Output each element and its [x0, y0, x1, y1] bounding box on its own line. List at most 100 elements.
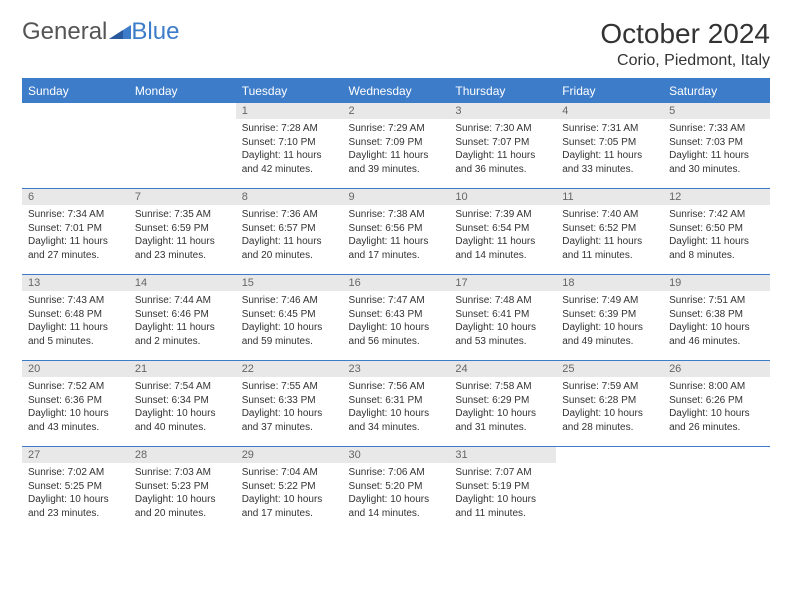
- weekday-header: Thursday: [449, 79, 556, 103]
- sunrise-text: Sunrise: 7:40 AM: [562, 208, 657, 222]
- daylight-text: Daylight: 10 hours and 23 minutes.: [28, 493, 123, 520]
- daylight-text: Daylight: 10 hours and 17 minutes.: [242, 493, 337, 520]
- sunrise-text: Sunrise: 7:59 AM: [562, 380, 657, 394]
- daylight-text: Daylight: 10 hours and 59 minutes.: [242, 321, 337, 348]
- sunset-text: Sunset: 6:38 PM: [669, 308, 764, 322]
- calendar-week-row: 27Sunrise: 7:02 AMSunset: 5:25 PMDayligh…: [22, 447, 770, 533]
- day-number: 22: [236, 361, 343, 377]
- day-content: Sunrise: 7:51 AMSunset: 6:38 PMDaylight:…: [663, 291, 770, 351]
- day-content: Sunrise: 7:07 AMSunset: 5:19 PMDaylight:…: [449, 463, 556, 523]
- day-content: Sunrise: 7:03 AMSunset: 5:23 PMDaylight:…: [129, 463, 236, 523]
- sunset-text: Sunset: 6:57 PM: [242, 222, 337, 236]
- sunrise-text: Sunrise: 7:06 AM: [349, 466, 444, 480]
- day-content: Sunrise: 7:02 AMSunset: 5:25 PMDaylight:…: [22, 463, 129, 523]
- day-number: 8: [236, 189, 343, 205]
- calendar-day-cell: [663, 447, 770, 533]
- sunset-text: Sunset: 5:23 PM: [135, 480, 230, 494]
- day-number: 17: [449, 275, 556, 291]
- day-number: 5: [663, 103, 770, 119]
- day-content: Sunrise: 7:55 AMSunset: 6:33 PMDaylight:…: [236, 377, 343, 437]
- day-content: Sunrise: 7:30 AMSunset: 7:07 PMDaylight:…: [449, 119, 556, 179]
- day-number: 2: [343, 103, 450, 119]
- day-number: 30: [343, 447, 450, 463]
- calendar-day-cell: 18Sunrise: 7:49 AMSunset: 6:39 PMDayligh…: [556, 275, 663, 361]
- day-content: Sunrise: 7:06 AMSunset: 5:20 PMDaylight:…: [343, 463, 450, 523]
- day-number: 26: [663, 361, 770, 377]
- calendar-week-row: 6Sunrise: 7:34 AMSunset: 7:01 PMDaylight…: [22, 189, 770, 275]
- calendar-week-row: 1Sunrise: 7:28 AMSunset: 7:10 PMDaylight…: [22, 103, 770, 189]
- calendar-week-row: 20Sunrise: 7:52 AMSunset: 6:36 PMDayligh…: [22, 361, 770, 447]
- calendar-day-cell: 8Sunrise: 7:36 AMSunset: 6:57 PMDaylight…: [236, 189, 343, 275]
- daylight-text: Daylight: 11 hours and 30 minutes.: [669, 149, 764, 176]
- day-content: Sunrise: 7:49 AMSunset: 6:39 PMDaylight:…: [556, 291, 663, 351]
- calendar-day-cell: 12Sunrise: 7:42 AMSunset: 6:50 PMDayligh…: [663, 189, 770, 275]
- day-number: 25: [556, 361, 663, 377]
- calendar-day-cell: 25Sunrise: 7:59 AMSunset: 6:28 PMDayligh…: [556, 361, 663, 447]
- sunset-text: Sunset: 6:52 PM: [562, 222, 657, 236]
- day-content: Sunrise: 7:48 AMSunset: 6:41 PMDaylight:…: [449, 291, 556, 351]
- day-content: Sunrise: 7:43 AMSunset: 6:48 PMDaylight:…: [22, 291, 129, 351]
- day-number: 21: [129, 361, 236, 377]
- day-content: Sunrise: 8:00 AMSunset: 6:26 PMDaylight:…: [663, 377, 770, 437]
- logo: General Blue: [22, 18, 179, 46]
- calendar-day-cell: 13Sunrise: 7:43 AMSunset: 6:48 PMDayligh…: [22, 275, 129, 361]
- calendar-day-cell: 5Sunrise: 7:33 AMSunset: 7:03 PMDaylight…: [663, 103, 770, 189]
- weekday-header-row: Sunday Monday Tuesday Wednesday Thursday…: [22, 79, 770, 103]
- daylight-text: Daylight: 10 hours and 43 minutes.: [28, 407, 123, 434]
- calendar-day-cell: 10Sunrise: 7:39 AMSunset: 6:54 PMDayligh…: [449, 189, 556, 275]
- calendar-day-cell: 11Sunrise: 7:40 AMSunset: 6:52 PMDayligh…: [556, 189, 663, 275]
- day-number: 3: [449, 103, 556, 119]
- day-number: 19: [663, 275, 770, 291]
- sunrise-text: Sunrise: 7:31 AM: [562, 122, 657, 136]
- calendar-day-cell: [129, 103, 236, 189]
- daylight-text: Daylight: 11 hours and 5 minutes.: [28, 321, 123, 348]
- sunrise-text: Sunrise: 7:34 AM: [28, 208, 123, 222]
- sunrise-text: Sunrise: 7:58 AM: [455, 380, 550, 394]
- sunrise-text: Sunrise: 7:44 AM: [135, 294, 230, 308]
- sunrise-text: Sunrise: 7:54 AM: [135, 380, 230, 394]
- day-content: Sunrise: 7:28 AMSunset: 7:10 PMDaylight:…: [236, 119, 343, 179]
- day-content: Sunrise: 7:54 AMSunset: 6:34 PMDaylight:…: [129, 377, 236, 437]
- calendar-day-cell: 26Sunrise: 8:00 AMSunset: 6:26 PMDayligh…: [663, 361, 770, 447]
- daylight-text: Daylight: 10 hours and 11 minutes.: [455, 493, 550, 520]
- sunset-text: Sunset: 6:50 PM: [669, 222, 764, 236]
- sunrise-text: Sunrise: 7:29 AM: [349, 122, 444, 136]
- sunset-text: Sunset: 5:19 PM: [455, 480, 550, 494]
- sunset-text: Sunset: 6:45 PM: [242, 308, 337, 322]
- sunset-text: Sunset: 6:41 PM: [455, 308, 550, 322]
- day-content: Sunrise: 7:59 AMSunset: 6:28 PMDaylight:…: [556, 377, 663, 437]
- weekday-header: Tuesday: [236, 79, 343, 103]
- day-content: Sunrise: 7:52 AMSunset: 6:36 PMDaylight:…: [22, 377, 129, 437]
- daylight-text: Daylight: 10 hours and 49 minutes.: [562, 321, 657, 348]
- day-number: 4: [556, 103, 663, 119]
- daylight-text: Daylight: 10 hours and 56 minutes.: [349, 321, 444, 348]
- sunset-text: Sunset: 7:05 PM: [562, 136, 657, 150]
- calendar-week-row: 13Sunrise: 7:43 AMSunset: 6:48 PMDayligh…: [22, 275, 770, 361]
- sunrise-text: Sunrise: 7:04 AM: [242, 466, 337, 480]
- calendar-day-cell: 20Sunrise: 7:52 AMSunset: 6:36 PMDayligh…: [22, 361, 129, 447]
- day-content: Sunrise: 7:40 AMSunset: 6:52 PMDaylight:…: [556, 205, 663, 265]
- daylight-text: Daylight: 10 hours and 40 minutes.: [135, 407, 230, 434]
- calendar-day-cell: 3Sunrise: 7:30 AMSunset: 7:07 PMDaylight…: [449, 103, 556, 189]
- day-number: 27: [22, 447, 129, 463]
- calendar-day-cell: 15Sunrise: 7:46 AMSunset: 6:45 PMDayligh…: [236, 275, 343, 361]
- sunrise-text: Sunrise: 7:30 AM: [455, 122, 550, 136]
- day-content: Sunrise: 7:46 AMSunset: 6:45 PMDaylight:…: [236, 291, 343, 351]
- calendar-day-cell: 6Sunrise: 7:34 AMSunset: 7:01 PMDaylight…: [22, 189, 129, 275]
- sunrise-text: Sunrise: 8:00 AM: [669, 380, 764, 394]
- daylight-text: Daylight: 10 hours and 28 minutes.: [562, 407, 657, 434]
- daylight-text: Daylight: 11 hours and 2 minutes.: [135, 321, 230, 348]
- sunrise-text: Sunrise: 7:35 AM: [135, 208, 230, 222]
- daylight-text: Daylight: 11 hours and 8 minutes.: [669, 235, 764, 262]
- daylight-text: Daylight: 11 hours and 39 minutes.: [349, 149, 444, 176]
- daylight-text: Daylight: 10 hours and 37 minutes.: [242, 407, 337, 434]
- calendar-day-cell: 27Sunrise: 7:02 AMSunset: 5:25 PMDayligh…: [22, 447, 129, 533]
- day-content: Sunrise: 7:44 AMSunset: 6:46 PMDaylight:…: [129, 291, 236, 351]
- daylight-text: Daylight: 11 hours and 14 minutes.: [455, 235, 550, 262]
- calendar-day-cell: 21Sunrise: 7:54 AMSunset: 6:34 PMDayligh…: [129, 361, 236, 447]
- sunrise-text: Sunrise: 7:47 AM: [349, 294, 444, 308]
- daylight-text: Daylight: 11 hours and 17 minutes.: [349, 235, 444, 262]
- calendar-day-cell: 1Sunrise: 7:28 AMSunset: 7:10 PMDaylight…: [236, 103, 343, 189]
- day-number: 6: [22, 189, 129, 205]
- sunrise-text: Sunrise: 7:48 AM: [455, 294, 550, 308]
